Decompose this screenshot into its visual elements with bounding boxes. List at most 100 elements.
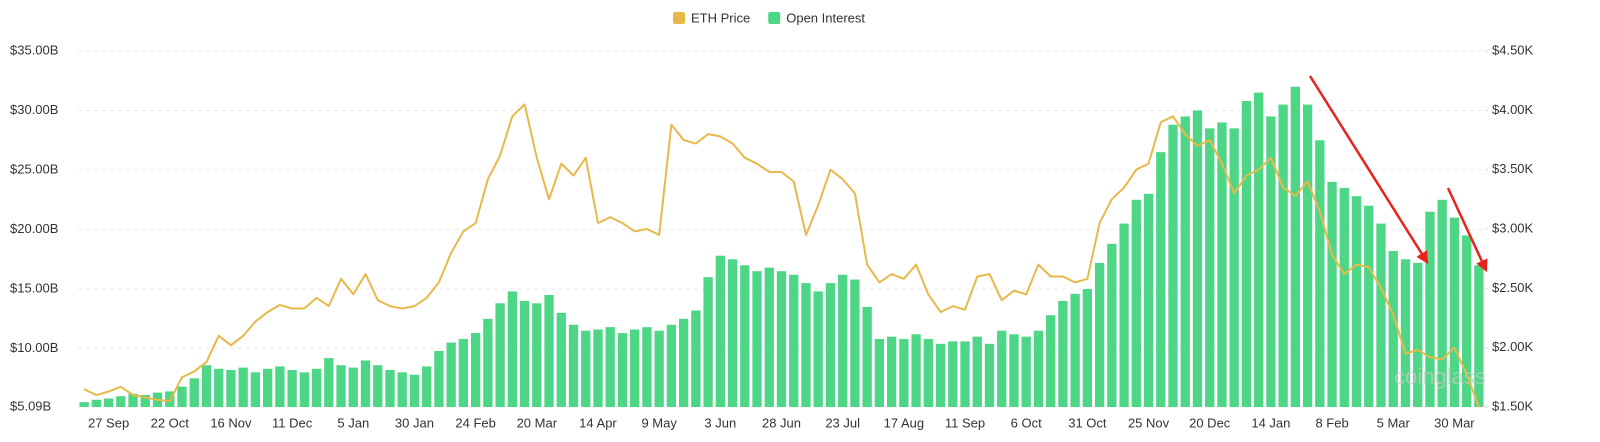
x-tick-label: 25 Nov	[1128, 415, 1170, 430]
bar	[128, 393, 138, 407]
bar	[813, 291, 823, 407]
bar	[1376, 223, 1386, 407]
bar	[1131, 199, 1141, 407]
bar	[850, 279, 860, 407]
bar	[960, 341, 970, 407]
bar	[1266, 116, 1276, 407]
arrow	[1308, 75, 1429, 265]
x-tick-label: 31 Oct	[1068, 415, 1107, 430]
bar	[287, 369, 297, 407]
legend: ETH Price Open Interest	[673, 10, 865, 25]
bar	[1327, 181, 1337, 407]
bar	[1021, 336, 1031, 407]
bar	[642, 327, 652, 407]
x-tick-label: 23 Jul	[825, 415, 860, 430]
x-tick-label: 30 Mar	[1434, 415, 1475, 430]
x-tick-label: 30 Jan	[395, 415, 434, 430]
bar	[1254, 92, 1264, 407]
bar	[201, 365, 212, 407]
bar	[948, 341, 958, 407]
bar	[1229, 128, 1239, 408]
bar	[103, 398, 114, 407]
x-tick-label: 14 Jan	[1251, 415, 1290, 430]
bar	[519, 300, 530, 407]
x-tick-label: 14 Apr	[579, 415, 617, 430]
bar	[250, 372, 261, 407]
bar	[593, 329, 603, 407]
x-tick-label: 22 Oct	[151, 415, 190, 430]
bar	[1070, 293, 1080, 407]
bar	[678, 318, 689, 407]
bar	[299, 372, 309, 407]
bar	[373, 365, 383, 407]
bar	[140, 394, 150, 407]
bar	[409, 374, 420, 407]
bar	[899, 339, 909, 407]
bar	[886, 336, 897, 407]
bar	[177, 386, 187, 407]
legend-swatch	[768, 12, 781, 24]
y2-tick-label: $3.00K	[1492, 220, 1534, 235]
bar	[1302, 104, 1313, 408]
bar	[1217, 122, 1227, 407]
bar	[1033, 330, 1044, 407]
bar	[495, 303, 505, 407]
watermark: coinglass	[1394, 364, 1486, 389]
bar	[116, 396, 126, 407]
bar	[1290, 86, 1301, 407]
bar	[324, 358, 334, 407]
bar	[1094, 262, 1105, 407]
y2-tick-label: $4.50K	[1492, 42, 1534, 57]
bar	[740, 265, 750, 407]
bar	[1205, 128, 1215, 408]
x-tick-label: 9 May	[641, 415, 677, 430]
x-tick-label: 24 Feb	[455, 415, 495, 430]
bar	[544, 294, 554, 407]
bar	[568, 324, 579, 407]
bar	[1461, 235, 1472, 407]
legend-label: ETH Price	[691, 10, 750, 25]
bar	[1400, 259, 1411, 407]
y2-tick-label: $3.50K	[1492, 161, 1534, 176]
y-tick-label: $30.00B	[10, 102, 58, 117]
lines	[83, 103, 1480, 408]
bar	[1119, 223, 1129, 407]
bar	[581, 330, 591, 407]
bar	[1437, 199, 1447, 407]
bar	[532, 303, 542, 407]
bar	[1388, 250, 1398, 407]
x-tick-label: 5 Jan	[337, 415, 369, 430]
y2-tick-label: $2.50K	[1492, 280, 1534, 295]
bar	[764, 267, 774, 407]
bar	[1192, 110, 1203, 407]
legend-label: Open Interest	[786, 10, 865, 25]
bar	[1107, 243, 1117, 407]
bar	[838, 274, 848, 407]
y-tick-label: $20.00B	[10, 221, 58, 236]
y2-tick-label: $1.50K	[1492, 398, 1534, 413]
bar	[691, 310, 701, 407]
bar	[703, 277, 713, 407]
bar	[1449, 217, 1460, 407]
x-tick-label: 20 Dec	[1189, 415, 1231, 430]
bar	[397, 372, 407, 407]
x-tick-label: 11 Dec	[272, 415, 313, 430]
x-tick-label: 3 Jun	[704, 415, 736, 430]
y2-tick-label: $4.00K	[1492, 102, 1534, 117]
bar	[422, 366, 432, 407]
bar	[91, 399, 102, 407]
bar	[997, 330, 1007, 407]
bar	[825, 283, 836, 407]
bar	[1046, 315, 1056, 407]
x-tick-label: 8 Feb	[1315, 415, 1348, 430]
bar	[801, 283, 811, 407]
x-tick-label: 17 Aug	[884, 415, 925, 430]
bar	[605, 327, 615, 407]
bar	[911, 334, 921, 407]
bar	[923, 339, 933, 407]
x-tick-label: 5 Mar	[1377, 415, 1411, 430]
bar	[874, 339, 885, 407]
y-tick-label: $15.00B	[10, 280, 58, 295]
bar	[1364, 205, 1374, 407]
bar	[458, 339, 469, 407]
